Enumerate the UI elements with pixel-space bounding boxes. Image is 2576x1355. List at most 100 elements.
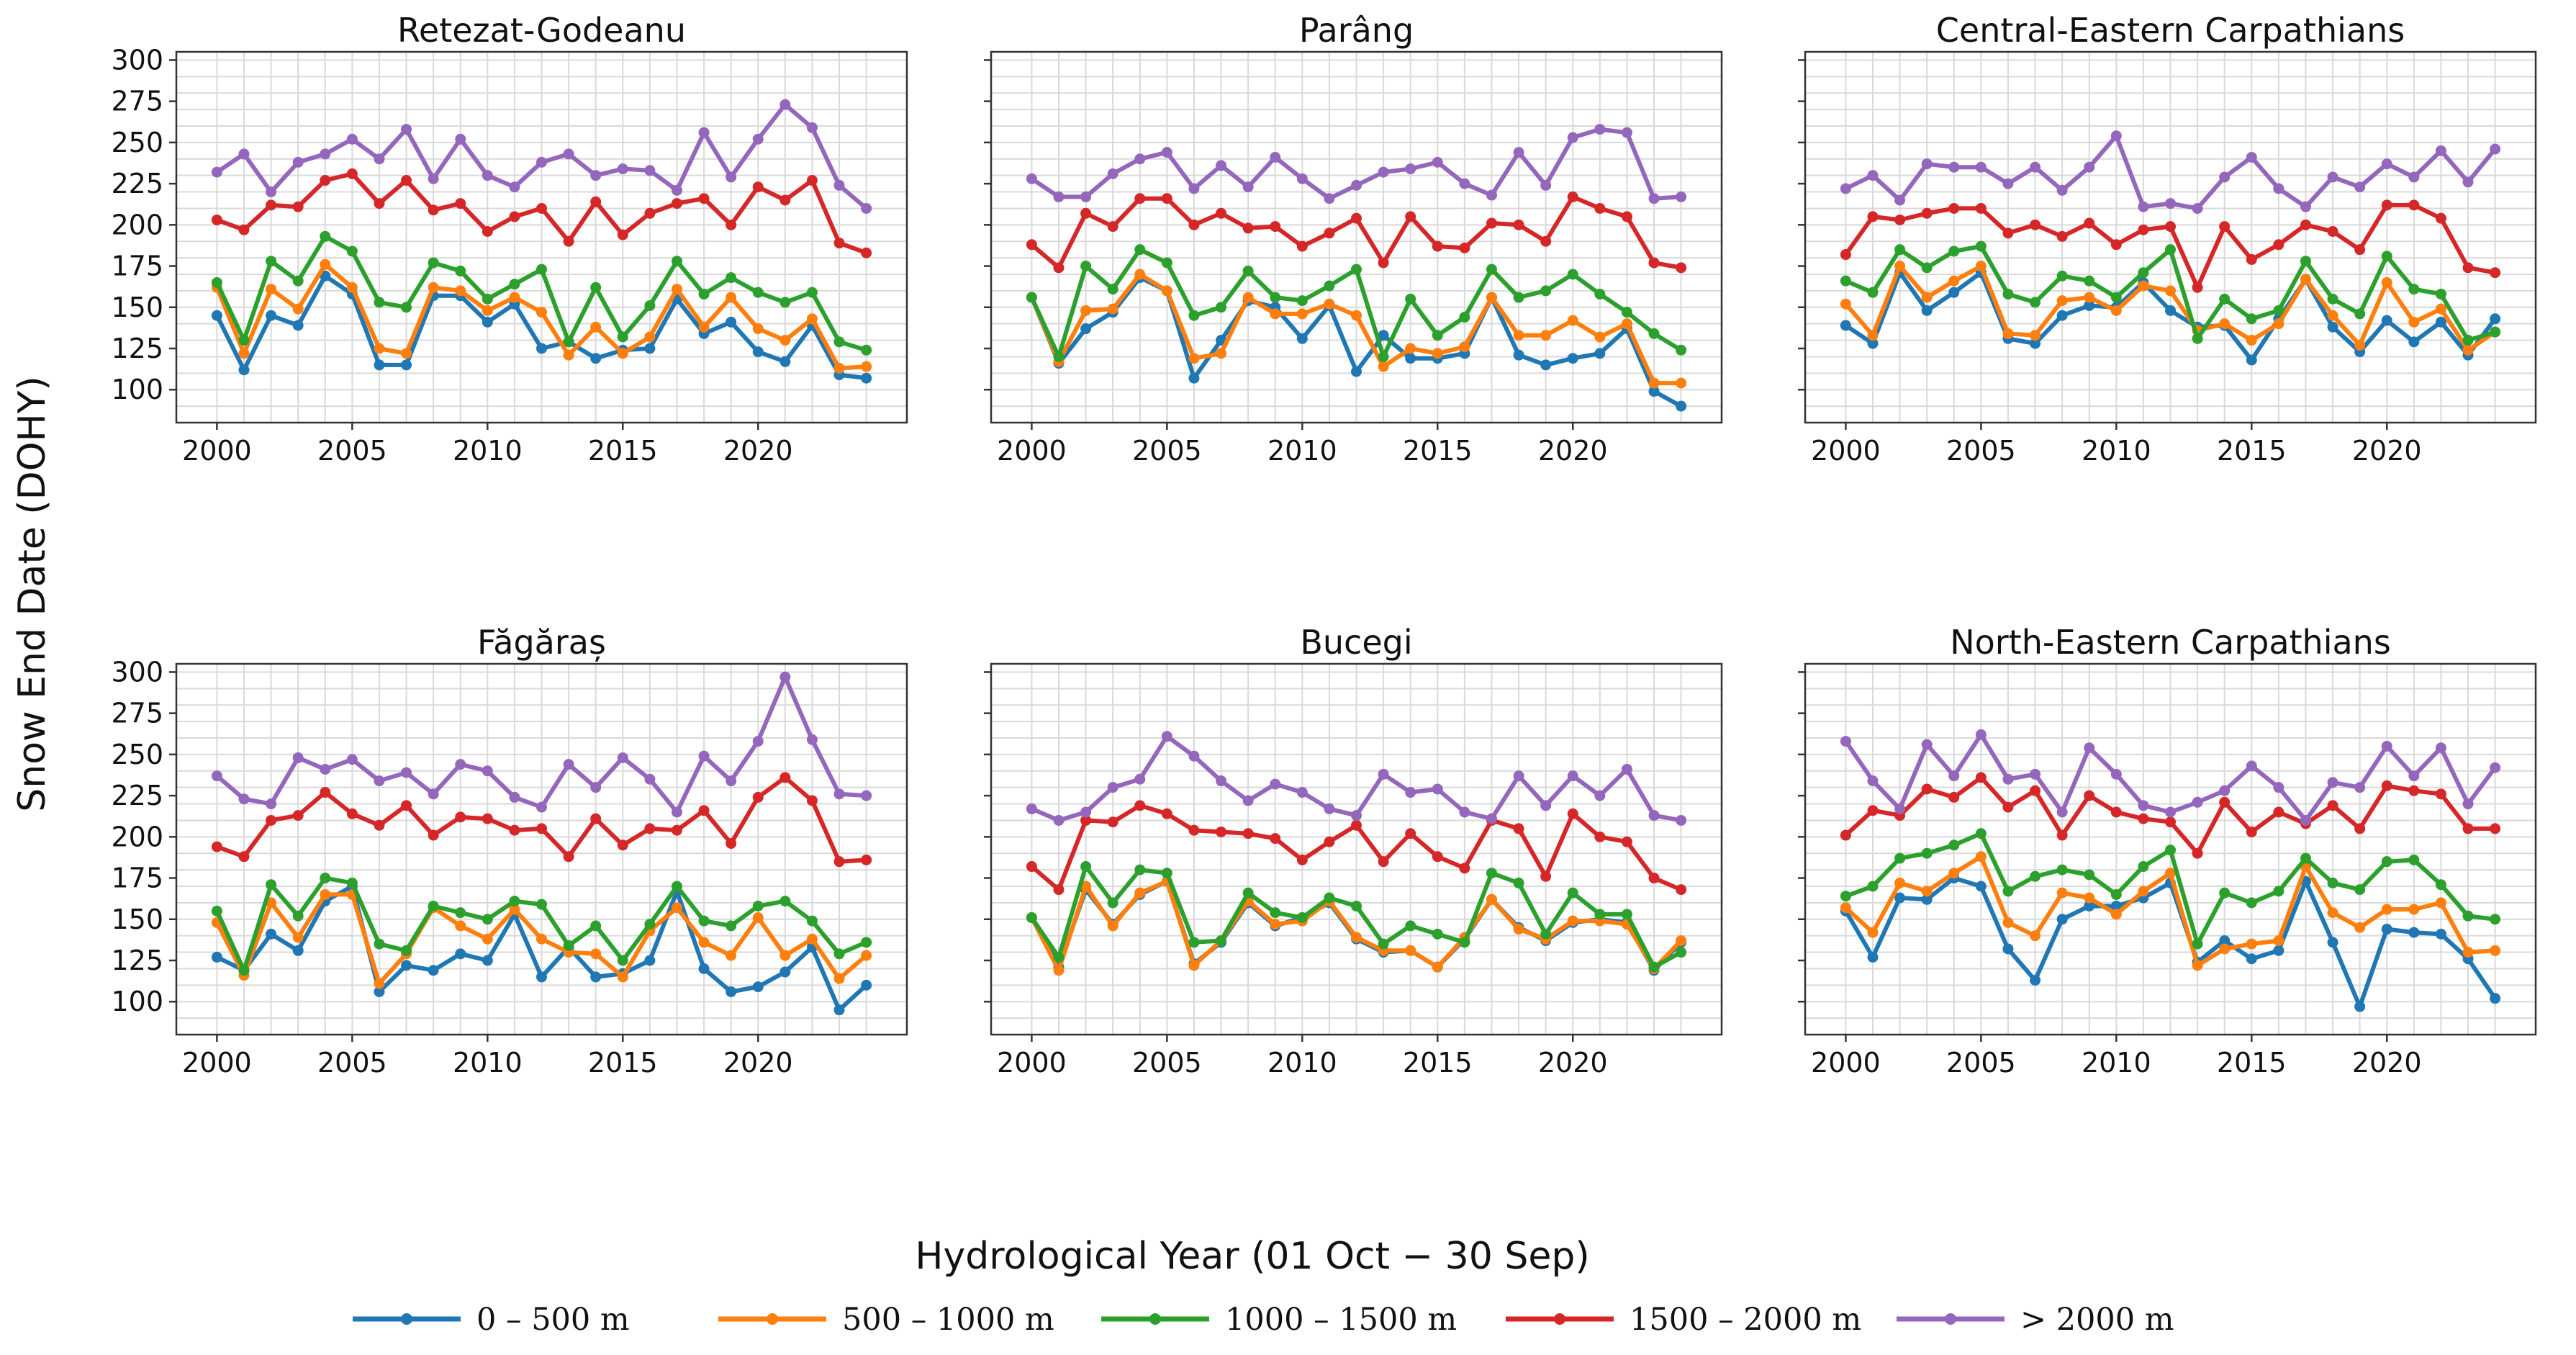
data-point [671,824,682,836]
data-point [1324,228,1335,239]
x-tick-label: 2015 [2217,435,2287,467]
data-point [2056,230,2068,242]
data-point [455,907,466,919]
data-point [2300,274,2311,285]
data-point [2030,297,2041,308]
data-point [536,933,547,945]
data-point [752,981,764,993]
data-point [1134,193,1146,204]
data-point [1107,782,1118,793]
data-point [2435,788,2446,800]
data-point [1867,287,1879,298]
data-point [2490,823,2501,834]
data-point [1840,829,1851,841]
data-point [1378,257,1389,269]
panel-title: Parâng [1299,11,1414,50]
data-point [2408,171,2420,183]
data-point [1948,287,1960,298]
data-point [671,184,682,196]
data-point [617,331,628,343]
y-tick-label: 175 [111,863,163,894]
data-point [1648,257,1660,269]
data-point [1621,836,1632,847]
data-point [779,896,791,907]
data-point [2435,316,2446,328]
data-point [1840,249,1851,261]
data-point [1867,338,1879,349]
data-point [2219,887,2231,899]
data-point [455,920,466,932]
data-point [2165,221,2176,233]
data-point [861,937,872,948]
data-point [374,343,385,354]
data-point [1621,127,1632,138]
data-point [1648,810,1660,821]
data-point [2084,300,2095,311]
panel-4: Făgăraș 2000 2005 2010 2015 2020 100 125 150 175 2… [111,623,908,1079]
legend-label: 1000 – 1500 m [1225,1302,1457,1338]
data-point [1216,160,1227,171]
data-point [1270,292,1281,303]
data-point [1080,861,1092,873]
data-point [1567,315,1578,326]
data-point [482,316,493,328]
data-point [1567,132,1578,143]
series-5 [1026,124,1687,204]
data-point [1486,292,1497,303]
x-tick-label: 2010 [2082,435,2151,467]
data-point [509,181,520,193]
legend-marker [401,1313,412,1325]
data-point [671,881,682,892]
data-point [2354,823,2366,834]
data-point [590,321,602,333]
data-point [752,736,764,747]
data-point [266,879,277,891]
panel-frame [175,50,908,424]
data-point [1378,361,1389,372]
data-point [1513,924,1524,935]
data-point [211,841,222,852]
data-point [1540,285,1552,297]
data-point [1296,854,1308,865]
data-point [779,671,791,683]
data-point [2056,806,2068,818]
data-point [1621,211,1632,222]
data-point [374,775,385,787]
data-point [2084,275,2095,287]
data-point [1324,892,1335,904]
data-point [1594,909,1606,920]
panel-2: Parâng 2000 2005 2010 2015 2020 [984,11,1723,467]
data-point [1270,907,1281,919]
data-point [2056,864,2068,875]
data-point [401,348,412,359]
data-point [1188,937,1200,948]
data-point [482,305,493,316]
panel-frame [1804,50,2537,424]
data-point [1405,163,1416,175]
x-tick-label: 2015 [1403,1047,1473,1079]
data-point [644,343,656,354]
data-point [1296,911,1308,923]
data-point [266,256,277,267]
data-point [238,335,250,346]
data-point [2084,892,2095,904]
data-point [1921,847,1933,859]
series-5 [1840,130,2501,214]
data-point [2354,1001,2366,1012]
data-point [455,285,466,297]
series-4 [1026,800,1687,896]
data-point [726,292,737,303]
x-tick-label: 2015 [588,1047,658,1079]
data-point [2408,336,2420,348]
data-point [2354,181,2366,193]
data-point [292,752,304,763]
data-point [1378,166,1389,178]
series-4 [1026,191,1687,274]
data-point [238,851,250,863]
data-point [1948,839,1960,851]
data-point [806,795,818,806]
series-2 [211,888,872,989]
data-point [482,293,493,305]
data-point [590,920,602,932]
data-point [211,214,222,225]
